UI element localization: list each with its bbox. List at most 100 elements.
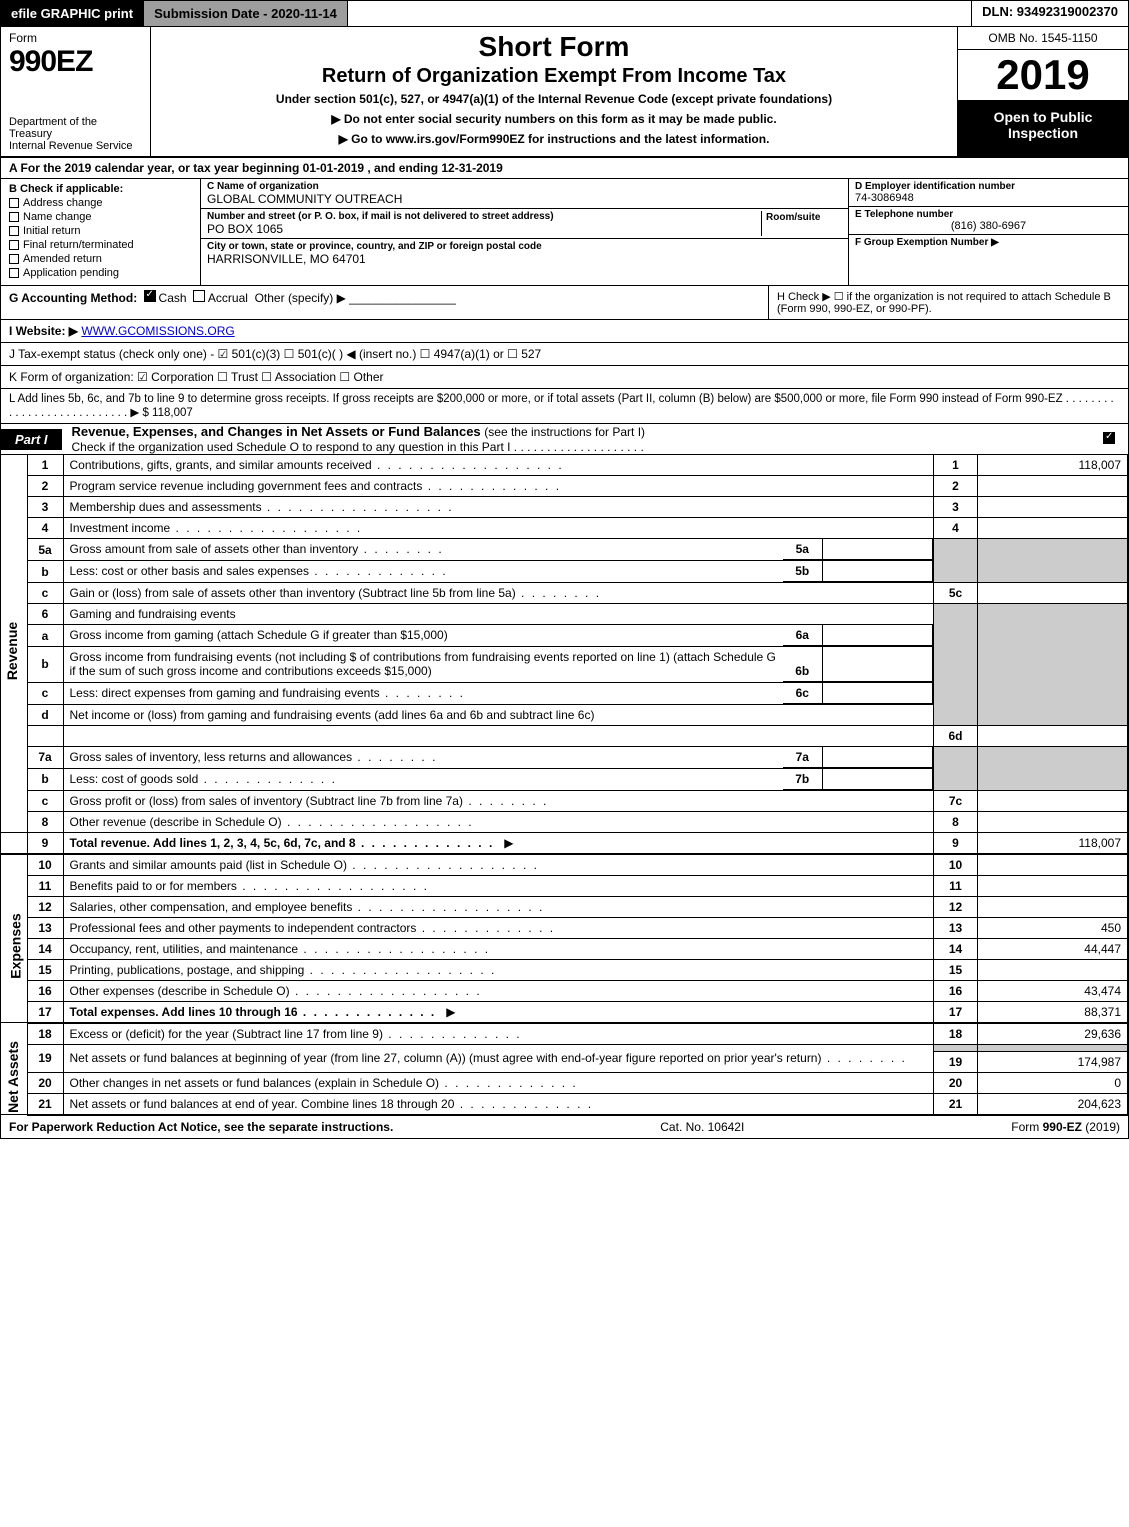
grey-cell (978, 604, 1128, 726)
line-num: 16 (27, 980, 63, 1001)
grey-cell (978, 539, 1128, 583)
form-header: Form 990EZ Department of the Treasury In… (1, 27, 1128, 158)
part-i-table: Revenue 1 Contributions, gifts, grants, … (1, 455, 1128, 1116)
line-num: 9 (27, 832, 63, 854)
line-num: 18 (27, 1023, 63, 1045)
line-value (978, 583, 1128, 604)
line-a-tax-year: A For the 2019 calendar year, or tax yea… (1, 158, 1128, 179)
table-row: c Gross profit or (loss) from sales of i… (1, 790, 1128, 811)
line-desc: Salaries, other compensation, and employ… (63, 896, 934, 917)
line-desc: Less: direct expenses from gaming and fu… (63, 682, 934, 704)
checkbox-application-pending[interactable]: Application pending (9, 267, 192, 279)
catalog-number: Cat. No. 10642I (660, 1120, 744, 1134)
checkbox-final-return[interactable]: Final return/terminated (9, 239, 192, 251)
efile-print-button[interactable]: efile GRAPHIC print (1, 1, 144, 26)
line-value (978, 896, 1128, 917)
line-num: 17 (27, 1001, 63, 1023)
line-num: b (27, 561, 63, 583)
street-label: Number and street (or P. O. box, if mail… (207, 211, 757, 222)
line-box: 1 (934, 455, 978, 476)
checkbox-amended-return[interactable]: Amended return (9, 253, 192, 265)
sub-box: 5a (783, 539, 823, 560)
line-box: 10 (934, 854, 978, 876)
org-info-block: B Check if applicable: Address change Na… (1, 179, 1128, 286)
line-num: 7a (27, 746, 63, 768)
table-row: 7a Gross sales of inventory, less return… (1, 746, 1128, 768)
top-spacer (348, 1, 971, 26)
grey-cell (978, 1044, 1128, 1051)
line-value (978, 959, 1128, 980)
tel-value: (816) 380-6967 (855, 220, 1122, 232)
line-desc: Excess or (deficit) for the year (Subtra… (63, 1023, 934, 1045)
table-row: 16 Other expenses (describe in Schedule … (1, 980, 1128, 1001)
table-row: 12 Salaries, other compensation, and emp… (1, 896, 1128, 917)
line-desc: Gross sales of inventory, less returns a… (63, 746, 934, 768)
line-num: 21 (27, 1093, 63, 1115)
line-desc: Less: cost or other basis and sales expe… (63, 561, 934, 583)
column-b-checkboxes: B Check if applicable: Address change Na… (1, 179, 201, 285)
omb-number: OMB No. 1545-1150 (958, 27, 1128, 50)
part-i-label: Part I (1, 429, 62, 450)
line-value (978, 875, 1128, 896)
line-num: 14 (27, 938, 63, 959)
line-j-tax-exempt: J Tax-exempt status (check only one) - ☑… (1, 343, 1128, 366)
return-title: Return of Organization Exempt From Incom… (159, 65, 949, 88)
sub-val (823, 647, 933, 681)
line-value (978, 725, 1128, 746)
checkbox-schedule-o[interactable] (1103, 432, 1115, 444)
website-link[interactable]: WWW.GCOMISSIONS.ORG (81, 324, 234, 338)
line-box: 9 (934, 832, 978, 854)
submission-date-button[interactable]: Submission Date - 2020-11-14 (144, 1, 348, 26)
ein-label: D Employer identification number (855, 181, 1122, 192)
grey-cell (978, 746, 1128, 790)
checkbox-accrual[interactable] (193, 290, 205, 302)
short-form-title: Short Form (159, 31, 949, 63)
form-number: 990EZ (9, 45, 142, 79)
line-box: 7c (934, 790, 978, 811)
revenue-side-label: Revenue (1, 455, 27, 832)
line-num: d (27, 704, 63, 725)
ein-value: 74-3086948 (855, 192, 1122, 204)
city-value: HARRISONVILLE, MO 64701 (207, 252, 842, 266)
table-row: 2 Program service revenue including gove… (1, 476, 1128, 497)
checkbox-address-change[interactable]: Address change (9, 197, 192, 209)
line-desc: Net assets or fund balances at end of ye… (63, 1093, 934, 1115)
line-num: 1 (27, 455, 63, 476)
checkbox-initial-return[interactable]: Initial return (9, 225, 192, 237)
line-value (978, 497, 1128, 518)
table-row: 11 Benefits paid to or for members 11 (1, 875, 1128, 896)
line-num: 3 (27, 497, 63, 518)
header-center: Short Form Return of Organization Exempt… (151, 27, 958, 156)
line-desc: Gain or (loss) from sale of assets other… (63, 583, 934, 604)
line-desc: Gross amount from sale of assets other t… (63, 539, 934, 561)
line-desc: Program service revenue including govern… (63, 476, 934, 497)
line-desc: Benefits paid to or for members (63, 875, 934, 896)
line-num: a (27, 625, 63, 647)
line-desc: Gross profit or (loss) from sales of inv… (63, 790, 934, 811)
table-row: 4 Investment income 4 (1, 518, 1128, 539)
checkbox-name-change[interactable]: Name change (9, 211, 192, 223)
line-value: 43,474 (978, 980, 1128, 1001)
line-box: 18 (934, 1023, 978, 1045)
sub-box: 7a (783, 747, 823, 768)
table-row: Revenue 1 Contributions, gifts, grants, … (1, 455, 1128, 476)
line-num: 11 (27, 875, 63, 896)
table-row: c Gain or (loss) from sale of assets oth… (1, 583, 1128, 604)
form-label: Form (9, 31, 142, 45)
dept-treasury: Department of the Treasury Internal Reve… (9, 116, 142, 152)
line-num: 12 (27, 896, 63, 917)
table-row: Net Assets 18 Excess or (deficit) for th… (1, 1023, 1128, 1045)
line-box: 5c (934, 583, 978, 604)
form-990ez-page: efile GRAPHIC print Submission Date - 20… (0, 0, 1129, 1139)
grey-cell (934, 746, 978, 790)
line-value (978, 854, 1128, 876)
line-desc: Net income or (loss) from gaming and fun… (63, 704, 934, 725)
netassets-side-label: Net Assets (1, 1023, 27, 1115)
page-footer: For Paperwork Reduction Act Notice, see … (1, 1116, 1128, 1138)
goto-link[interactable]: ▶ Go to www.irs.gov/Form990EZ for instru… (339, 132, 770, 146)
header-right: OMB No. 1545-1150 2019 Open to Public In… (958, 27, 1128, 156)
line-box: 6d (934, 725, 978, 746)
line-desc: Membership dues and assessments (63, 497, 934, 518)
checkbox-cash[interactable] (144, 290, 156, 302)
line-desc (63, 725, 934, 746)
